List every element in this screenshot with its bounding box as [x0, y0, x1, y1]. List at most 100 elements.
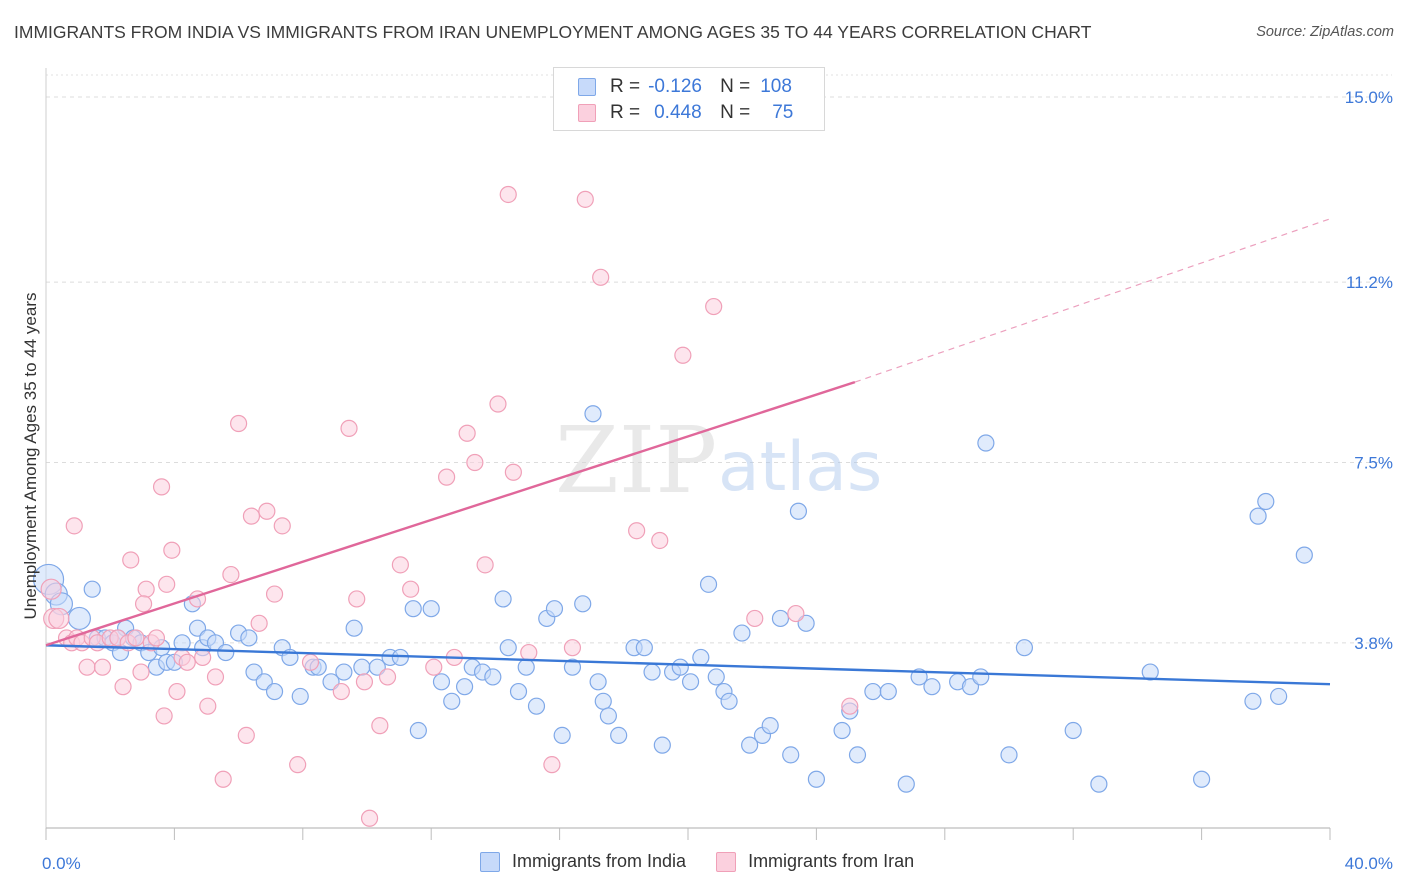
iran-point: [301, 653, 320, 671]
india-point: [707, 668, 725, 686]
iran-point: [651, 531, 669, 550]
iran-point: [250, 614, 268, 632]
india-point: [972, 668, 990, 686]
y-axis-label: Unemployment Among Ages 35 to 44 years: [21, 293, 40, 620]
india-point: [422, 600, 440, 618]
iran-point: [222, 565, 240, 584]
iran-point: [348, 590, 366, 608]
india-point: [265, 682, 284, 701]
iran-trend-extension: [854, 218, 1331, 383]
iran-point: [65, 517, 83, 535]
iran-point: [371, 717, 389, 735]
iran-point: [391, 556, 409, 574]
india-point: [574, 595, 592, 613]
india-point: [923, 678, 941, 696]
iran-point: [520, 643, 538, 662]
india-point: [240, 629, 258, 647]
india-r-label: R =: [610, 76, 641, 97]
legend-item-iran: Immigrants from Iran: [716, 851, 914, 872]
india-point: [761, 717, 779, 735]
iran-point: [230, 414, 248, 433]
india-point: [977, 434, 995, 452]
iran-point: [705, 297, 723, 316]
india-point: [897, 775, 915, 793]
iran-point: [114, 678, 132, 696]
x-tick-label: 0.0%: [42, 854, 81, 873]
legend-label-india: Immigrants from India: [512, 851, 687, 871]
iran-point: [206, 668, 225, 686]
iran-point: [476, 556, 494, 574]
india-point: [864, 682, 882, 701]
india-point: [527, 697, 546, 715]
iran-legend-swatch-icon: [716, 851, 737, 872]
iran-trend-line: [45, 380, 856, 647]
india-trend-line: [45, 644, 1331, 686]
india-point: [563, 658, 582, 676]
india-point: [499, 639, 517, 657]
iran-point: [592, 268, 610, 286]
iran-point: [466, 453, 484, 472]
legend-row-india: R = -0.126 N = 108: [578, 74, 792, 100]
chart-title: IMMIGRANTS FROM INDIA VS IMMIGRANTS FROM…: [14, 22, 1092, 42]
iran-n-label: N =: [720, 102, 751, 123]
india-point: [353, 658, 371, 676]
india-swatch-icon: [578, 78, 596, 96]
india-point: [455, 678, 474, 696]
iran-point: [355, 673, 374, 691]
iran-point: [499, 185, 517, 204]
iran-point: [438, 468, 456, 486]
iran-swatch-icon: [578, 104, 596, 122]
india-legend-swatch-icon: [480, 851, 500, 872]
iran-point: [628, 522, 646, 540]
india-point: [517, 658, 535, 676]
india-point: [879, 682, 897, 701]
india-point: [1000, 746, 1018, 764]
india-point: [1244, 692, 1262, 710]
watermark-atlas: atlas: [718, 428, 882, 507]
india-point: [771, 609, 790, 628]
india-point: [692, 648, 710, 667]
india-point: [67, 606, 91, 631]
iran-point: [194, 648, 212, 667]
trend-lines: [45, 218, 1331, 686]
iran-point: [163, 541, 181, 559]
watermark-zip: ZIP: [555, 407, 717, 514]
correlation-legend: R = -0.126 N = 108 R = 0.448 N = 75: [553, 67, 825, 131]
data-points: [32, 185, 1313, 827]
iran-point: [155, 707, 173, 725]
iran-point: [674, 346, 692, 364]
iran-point: [425, 658, 443, 676]
india-n-label: N =: [720, 76, 751, 97]
india-point: [83, 580, 101, 598]
india-point: [391, 648, 409, 667]
watermark: ZIP atlas: [555, 407, 882, 514]
tick-labels: 3.8% 7.5% 11.2% 15.0% 0.0% 40.0%: [42, 88, 1393, 873]
iran-point: [265, 585, 284, 603]
y-tick-label: 15.0%: [1345, 88, 1393, 107]
iran-point: [258, 502, 276, 520]
series-legend: Immigrants from India Immigrants from Ir…: [480, 851, 944, 872]
iran-point: [137, 580, 155, 598]
india-point: [509, 682, 528, 701]
iran-point: [489, 395, 507, 413]
india-point: [1192, 770, 1211, 788]
iran-point: [504, 463, 522, 481]
iran-r-value: 0.448: [654, 102, 702, 123]
india-point: [741, 736, 759, 754]
india-point: [404, 600, 422, 618]
iran-point: [158, 575, 176, 593]
iran-point: [122, 551, 140, 569]
india-point: [699, 575, 718, 593]
india-point: [635, 639, 653, 657]
india-point: [494, 590, 512, 608]
iran-point: [841, 697, 859, 715]
iran-point: [746, 609, 764, 628]
iran-point: [242, 507, 261, 525]
india-point: [1090, 775, 1108, 793]
y-tick-label: 3.8%: [1354, 634, 1393, 653]
india-point: [545, 600, 564, 618]
india-point: [1015, 639, 1034, 657]
iran-point: [199, 697, 217, 715]
india-point: [291, 687, 309, 706]
